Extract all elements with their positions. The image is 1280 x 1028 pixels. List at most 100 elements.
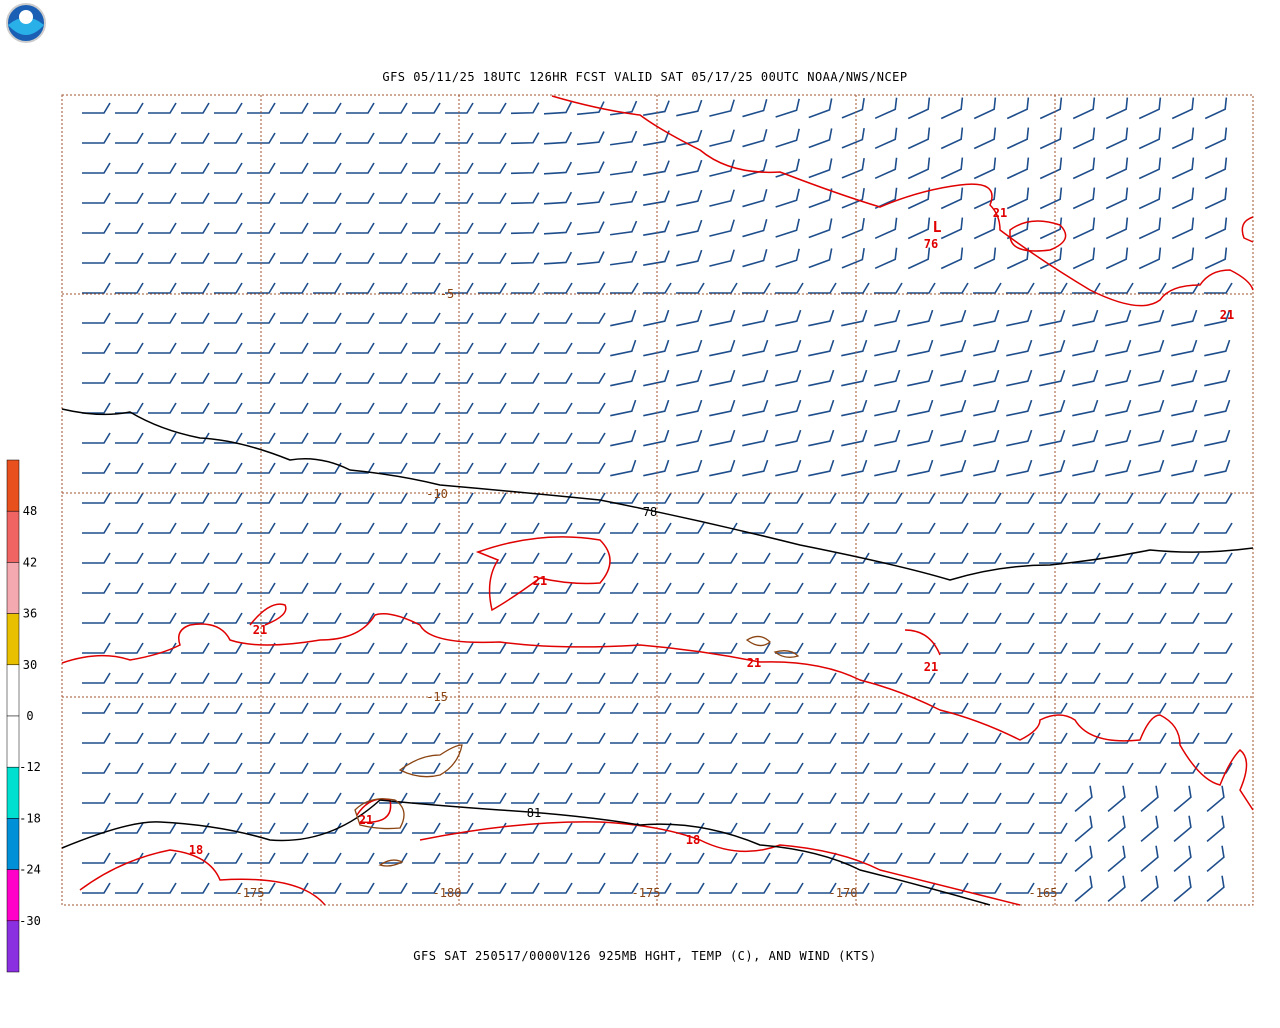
wind-barb — [412, 882, 441, 894]
wind-barb — [1204, 552, 1233, 564]
wind-barb — [1105, 399, 1132, 417]
wind-barb — [280, 432, 309, 444]
wind-barb — [280, 852, 309, 864]
wind-barb — [247, 702, 276, 714]
wind-barb — [1105, 672, 1134, 684]
wind-barb — [907, 522, 936, 534]
wind-barb — [247, 522, 276, 534]
wind-barb — [841, 882, 870, 894]
wind-barb — [280, 132, 309, 144]
wind-barb — [346, 252, 375, 264]
wind-barb — [709, 99, 735, 117]
wind-barb — [940, 309, 967, 327]
wind-barb — [511, 492, 540, 504]
grid-labels: -5 -10 -15 -175 -180 -175 -170 -165 — [236, 287, 1058, 900]
wind-barb — [1204, 429, 1231, 447]
wind-barb — [280, 732, 309, 744]
wind-barb — [709, 492, 738, 504]
wind-barb — [1039, 762, 1068, 774]
wind-barb — [247, 822, 276, 834]
wind-barb — [82, 702, 111, 714]
wind-barb — [577, 312, 606, 324]
wind-barb — [346, 702, 375, 714]
wind-barb — [874, 582, 903, 594]
wind-barb — [808, 369, 835, 387]
wind-barb — [709, 582, 738, 594]
wind-barb — [676, 702, 705, 714]
wind-barb — [148, 672, 177, 684]
wind-barb — [1072, 127, 1096, 150]
wind-barb — [214, 822, 243, 834]
wind-barb — [115, 612, 144, 624]
wind-barb — [148, 192, 177, 204]
wind-barb — [280, 372, 309, 384]
wind-barb — [907, 187, 931, 210]
wind-barb — [775, 399, 802, 417]
wind-barb — [247, 882, 276, 894]
wind-barb — [445, 522, 474, 534]
wind-barb — [148, 342, 177, 354]
wind-barb — [874, 247, 898, 270]
wind-barb — [247, 132, 276, 144]
wind-barb — [610, 309, 637, 327]
wind-barb — [1171, 309, 1198, 327]
wind-barb — [577, 732, 606, 744]
wind-barb — [412, 672, 441, 684]
wind-barb — [1105, 702, 1134, 714]
wind-barb — [1171, 492, 1200, 504]
wind-barb — [907, 429, 934, 447]
wind-barb — [115, 162, 144, 174]
wind-barb — [1138, 642, 1167, 654]
wind-barb — [346, 132, 375, 144]
wind-barb — [346, 102, 375, 114]
wind-barb — [379, 222, 408, 234]
wind-barb — [445, 372, 474, 384]
wind-barb — [775, 339, 802, 357]
wind-barb — [412, 822, 441, 834]
wind-barb — [841, 399, 868, 417]
wind-barb — [874, 762, 903, 774]
wind-barb — [742, 309, 769, 327]
wind-barb — [874, 157, 898, 180]
wind-barb — [280, 552, 309, 564]
wind-barb — [115, 252, 144, 264]
wind-barb — [1138, 522, 1167, 534]
wind-barb — [1204, 97, 1228, 120]
lat-label: -10 — [426, 487, 448, 501]
wind-barb — [214, 102, 243, 114]
wind-barb — [82, 402, 111, 414]
wind-barb — [742, 219, 768, 238]
wind-barb — [643, 492, 672, 504]
wind-barb — [445, 762, 474, 774]
wind-barb — [775, 248, 800, 268]
wind-barb — [1204, 309, 1231, 327]
wind-barb — [709, 522, 738, 534]
wind-barb — [676, 99, 703, 117]
wind-barb — [445, 252, 474, 264]
wind-barb — [82, 612, 111, 624]
wind-barb — [543, 101, 573, 115]
wind-barb — [841, 127, 865, 149]
wind-barb — [313, 762, 342, 774]
wind-barb — [412, 552, 441, 564]
wind-barb — [379, 192, 408, 204]
contour-label: 18 — [686, 833, 700, 847]
wind-barb — [676, 792, 705, 804]
wind-barb — [280, 702, 309, 714]
wind-barb — [907, 852, 936, 864]
wind-barb — [445, 162, 474, 174]
wind-barb — [115, 192, 144, 204]
wind-barb — [412, 432, 441, 444]
wind-barb — [214, 732, 243, 744]
wind-barb — [379, 612, 408, 624]
wind-barb — [610, 220, 638, 236]
wind-barb — [610, 882, 639, 894]
wind-barb — [709, 219, 735, 237]
contour-label: 21 — [993, 206, 1007, 220]
wind-barb — [775, 282, 804, 294]
wind-barb — [379, 282, 408, 294]
wind-barb — [214, 162, 243, 174]
wind-barb — [1204, 369, 1231, 387]
wind-barb — [115, 522, 144, 534]
wind-barb — [643, 762, 672, 774]
